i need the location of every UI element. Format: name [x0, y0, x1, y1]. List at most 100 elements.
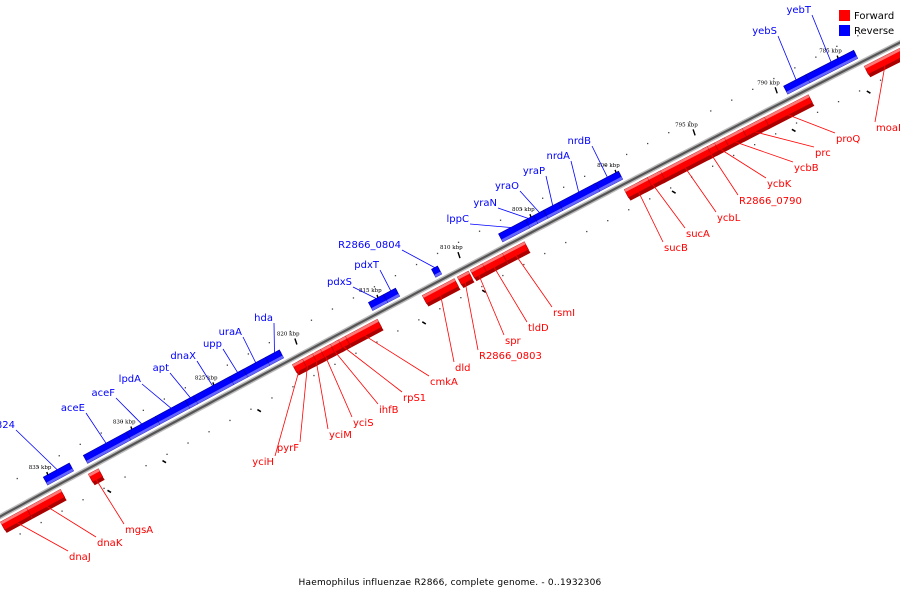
reverse-gene-5-label[interactable]: yraO	[495, 181, 519, 192]
forward-gene-sucB[interactable]	[623, 177, 652, 199]
ruler-dot-upper	[226, 364, 228, 366]
forward-gene-20-label[interactable]: yciH	[252, 457, 274, 468]
ruler-dot-upper	[626, 153, 628, 156]
reverse-gene-19-label[interactable]: R2866_0824	[0, 420, 15, 431]
forward-gene-7-label[interactable]: sucA	[686, 229, 710, 240]
reverse-gene-3-label[interactable]: nrdA	[547, 151, 571, 162]
forward-gene-8-leader	[637, 190, 664, 243]
ruler-dot-lower	[460, 297, 462, 299]
forward-gene-11-leader	[478, 273, 505, 336]
forward-gene-23-label[interactable]: dnaJ	[69, 552, 91, 563]
forward-gene-1-label[interactable]: proQ	[836, 134, 860, 145]
forward-gene-3-label[interactable]: ycbB	[794, 163, 819, 174]
forward-gene-dnaJ-highlight	[0, 507, 28, 525]
forward-gene-17-label[interactable]: yciS	[353, 418, 374, 429]
forward-gene-18-leader	[315, 360, 329, 430]
forward-gene-21-label[interactable]: mgsA	[125, 525, 153, 536]
forward-gene-15-leader	[342, 345, 403, 393]
reverse-gene-4-label[interactable]: yraP	[523, 166, 545, 177]
forward-gene-mgsA-shade	[92, 476, 105, 486]
legend-forward-swatch	[839, 10, 850, 21]
forward-gene-10-label[interactable]: tldD	[528, 323, 549, 334]
reverse-gene-7-label[interactable]: lppC	[447, 214, 469, 225]
position-mark	[791, 128, 796, 133]
reverse-gene-10-leader	[352, 286, 379, 300]
reverse-gene-dnaX-highlight	[196, 382, 234, 404]
reverse-gene-11-label[interactable]: hda	[254, 313, 273, 324]
ruler-dot-upper	[121, 421, 123, 423]
reverse-gene-6-label[interactable]: yraN	[473, 198, 497, 209]
backbone-line	[0, 41, 900, 518]
forward-gene-2-label[interactable]: prc	[815, 148, 831, 159]
forward-gene-15-label[interactable]: rpS1	[403, 393, 426, 404]
ruler-dot-upper	[520, 208, 523, 210]
reverse-gene-18-label[interactable]: aceE	[61, 403, 85, 414]
reverse-gene-8-label[interactable]: R2866_0804	[338, 240, 401, 251]
reverse-gene-6-leader	[497, 207, 531, 220]
forward-gene-R2866_0803[interactable]	[456, 270, 473, 286]
forward-gene-9-label[interactable]: rsmI	[553, 308, 575, 319]
reverse-gene-15-label[interactable]: apt	[153, 363, 169, 374]
reverse-gene-7-leader	[469, 223, 515, 229]
ruler-dot-lower	[649, 198, 651, 200]
reverse-gene-R2866_0824[interactable]	[42, 462, 75, 486]
forward-gene-18-label[interactable]: yciM	[329, 430, 352, 441]
position-mark	[671, 190, 677, 194]
forward-gene-4-leader	[719, 148, 767, 179]
forward-gene-19-label[interactable]: pyrF	[277, 443, 299, 454]
forward-gene-R2866_0803-highlight	[457, 271, 470, 280]
ruler-dot-upper	[142, 409, 144, 411]
forward-gene-21-leader	[95, 478, 125, 525]
kbp-tick-mark	[294, 338, 298, 345]
forward-gene-sucB-shade	[628, 185, 654, 201]
forward-gene-13-label[interactable]: dld	[455, 363, 470, 374]
reverse-gene-hda-highlight	[268, 355, 284, 366]
ruler-dot-upper	[352, 297, 355, 299]
reverse-gene-14-label[interactable]: dnaX	[170, 351, 196, 362]
forward-gene-11-label[interactable]: spr	[505, 336, 522, 347]
reverse-gene-13-label[interactable]: upp	[203, 339, 222, 350]
ruler-dot-upper	[752, 88, 754, 90]
reverse-gene-1-label[interactable]: yebS	[752, 26, 777, 37]
forward-gene-proQ-shade	[764, 102, 815, 131]
forward-gene-14-label[interactable]: cmkA	[430, 377, 458, 388]
reverse-gene-lppC[interactable]	[498, 219, 531, 243]
forward-gene-5-label[interactable]: R2866_0790	[739, 196, 802, 207]
forward-gene-4-label[interactable]: ycbK	[767, 179, 792, 190]
reverse-gene-uraA-highlight	[246, 363, 270, 378]
ruler-dot-lower	[733, 154, 735, 157]
reverse-gene-17-label[interactable]: aceF	[91, 388, 115, 399]
kbp-tick-label: 820 kbp	[277, 332, 300, 338]
forward-gene-12-label[interactable]: R2866_0803	[479, 351, 542, 362]
kbp-tick-mark	[774, 87, 778, 94]
ruler-dot-lower	[879, 79, 882, 81]
reverse-gene-0-label[interactable]: yebT	[786, 5, 811, 16]
reverse-gene-9-label[interactable]: pdxT	[354, 260, 380, 271]
reverse-gene-2-label[interactable]: nrdB	[568, 136, 592, 147]
kbp-tick-mark	[692, 129, 696, 136]
forward-gene-ycbB-highlight	[720, 128, 744, 143]
legend-reverse-label: Reverse	[854, 26, 894, 37]
reverse-gene-1-leader	[777, 35, 798, 82]
forward-gene-0-label[interactable]: moaE	[876, 123, 900, 134]
forward-gene-6-label[interactable]: ycbL	[717, 213, 741, 224]
forward-gene-22-label[interactable]: dnaK	[97, 538, 123, 549]
forward-gene-16-label[interactable]: ihfB	[379, 405, 399, 416]
forward-gene-dnaJ[interactable]	[0, 507, 32, 531]
reverse-gene-10-label[interactable]: pdxS	[327, 277, 352, 288]
reverse-gene-16-label[interactable]: lpdA	[119, 374, 141, 385]
forward-gene-ycbL-highlight	[657, 146, 709, 175]
forward-gene-8-label[interactable]: sucB	[664, 243, 688, 254]
ruler-dot-upper	[163, 398, 165, 400]
reverse-gene-yebS-highlight	[786, 80, 810, 95]
reverse-gene-3-leader	[570, 160, 580, 194]
reverse-gene-12-label[interactable]: uraA	[219, 327, 243, 338]
ruler-dot-lower	[355, 352, 357, 354]
reverse-gene-yebS[interactable]	[783, 74, 811, 95]
kbp-ticks: 785 kbp 790 kbp 795 kbp 800 kbp 805 kbp 810 k…	[29, 49, 842, 479]
forward-gene-sucB-highlight	[624, 177, 649, 192]
forward-gene-23-leader	[15, 521, 69, 552]
forward-gene-yciH[interactable]	[291, 358, 308, 373]
forward-gene-14-leader	[363, 334, 430, 377]
